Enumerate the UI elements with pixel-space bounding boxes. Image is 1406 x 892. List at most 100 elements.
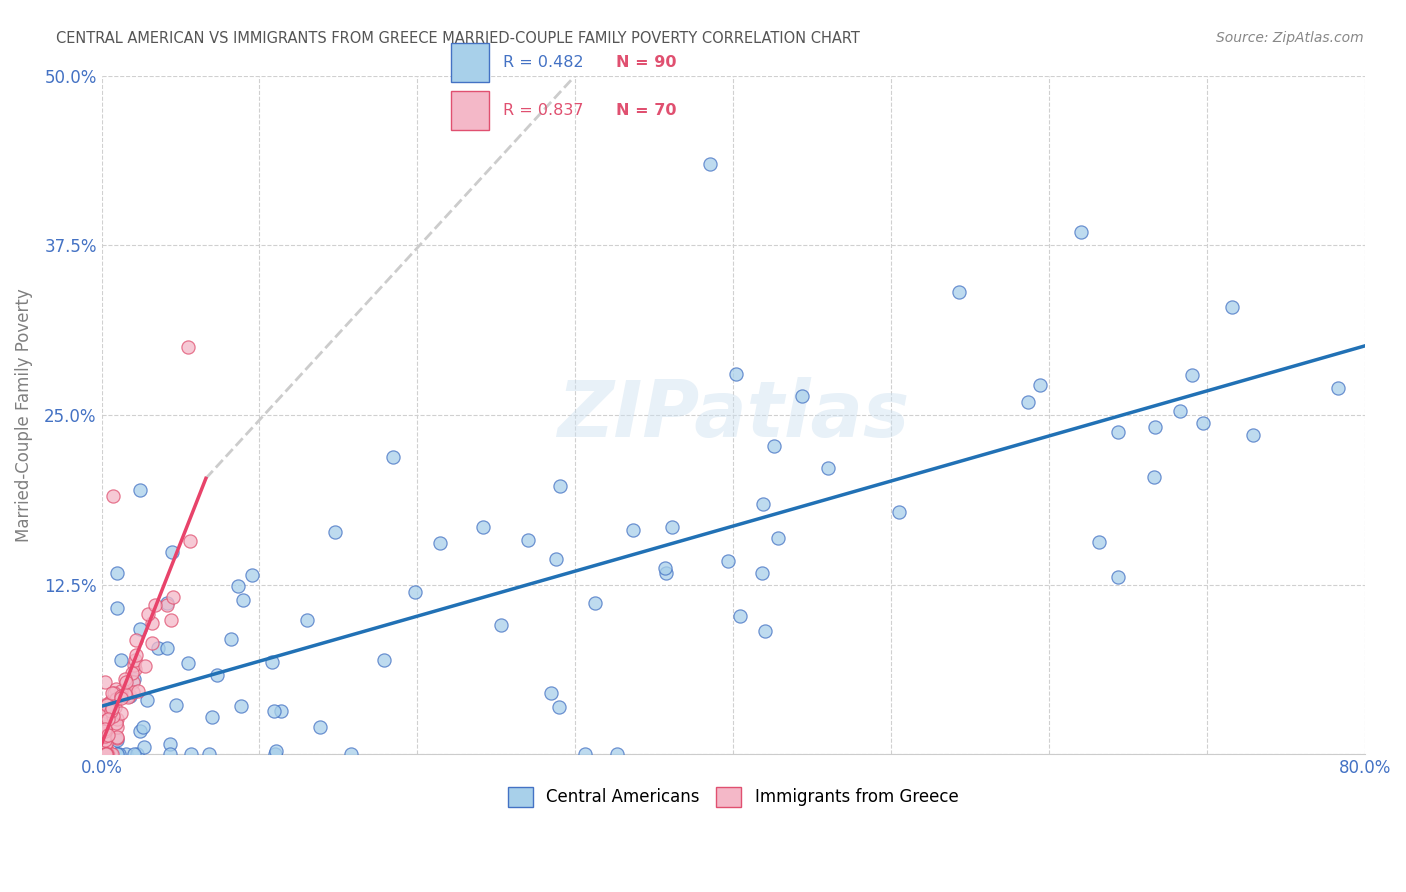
Point xyxy=(105,712,128,726)
Point xyxy=(105,733,128,747)
Point xyxy=(94,736,117,750)
Point xyxy=(177,657,200,671)
Point xyxy=(1088,535,1111,549)
Bar xyxy=(451,43,489,82)
Point xyxy=(1327,381,1350,395)
Point xyxy=(297,613,319,627)
Point xyxy=(263,747,285,762)
Point xyxy=(94,723,117,737)
Point xyxy=(162,545,184,559)
Point xyxy=(1192,416,1215,430)
Point xyxy=(105,730,128,744)
Point xyxy=(94,675,117,690)
Point xyxy=(114,675,136,690)
Point xyxy=(94,722,117,736)
Point xyxy=(101,686,124,700)
Point xyxy=(404,585,426,599)
Point xyxy=(724,368,747,382)
Point xyxy=(159,737,181,751)
Point xyxy=(135,693,157,707)
Point xyxy=(141,635,163,649)
Point xyxy=(574,747,596,762)
Point xyxy=(132,720,155,734)
Point xyxy=(143,598,166,612)
Point xyxy=(162,590,184,604)
Point xyxy=(101,489,124,503)
Bar xyxy=(451,91,489,130)
Point xyxy=(129,622,152,636)
Point xyxy=(96,704,118,718)
Point xyxy=(654,561,676,575)
Point xyxy=(180,747,202,762)
Point xyxy=(103,709,125,723)
Point xyxy=(699,157,721,171)
Point xyxy=(94,729,117,743)
Point xyxy=(1107,569,1129,583)
Point xyxy=(165,698,187,712)
Point xyxy=(94,747,117,762)
Text: N = 70: N = 70 xyxy=(616,103,676,118)
Point xyxy=(100,694,122,708)
Point xyxy=(156,640,179,655)
Point xyxy=(260,656,283,670)
Point xyxy=(110,652,132,666)
Point xyxy=(97,728,120,742)
Point xyxy=(948,285,970,300)
Point xyxy=(546,551,568,566)
Point xyxy=(114,688,136,702)
Point xyxy=(100,700,122,714)
Point xyxy=(373,653,395,667)
Point xyxy=(134,658,156,673)
Point xyxy=(1070,225,1092,239)
Point xyxy=(125,632,148,647)
Point xyxy=(583,596,606,610)
Point xyxy=(232,593,254,607)
Point xyxy=(121,665,143,680)
Point xyxy=(661,519,683,533)
Point xyxy=(108,747,131,762)
Point xyxy=(156,598,179,612)
Point xyxy=(100,705,122,719)
Point xyxy=(323,524,346,539)
Point xyxy=(122,684,145,698)
Point xyxy=(517,533,540,548)
Point xyxy=(768,531,790,545)
Point xyxy=(229,698,252,713)
Point xyxy=(94,723,117,738)
Point xyxy=(197,747,219,762)
Text: R = 0.837: R = 0.837 xyxy=(503,103,583,118)
Point xyxy=(94,739,117,754)
Point xyxy=(429,536,451,550)
Point xyxy=(105,566,128,580)
Point xyxy=(94,719,117,733)
Point xyxy=(240,567,263,582)
Point xyxy=(751,566,773,580)
Point xyxy=(105,692,128,706)
Point xyxy=(263,704,285,718)
Point xyxy=(1107,425,1129,439)
Point xyxy=(228,579,250,593)
Point xyxy=(94,747,117,762)
Point xyxy=(1029,378,1052,392)
Point xyxy=(96,697,118,711)
Point xyxy=(817,461,839,475)
Point xyxy=(94,730,117,744)
Point xyxy=(219,632,242,646)
Point xyxy=(104,682,127,697)
Point xyxy=(717,554,740,568)
Point xyxy=(179,533,201,548)
Point xyxy=(138,607,160,622)
Point xyxy=(159,613,181,627)
Point xyxy=(105,731,128,745)
Point xyxy=(156,596,179,610)
Point xyxy=(114,672,136,686)
Point xyxy=(122,658,145,673)
Point xyxy=(94,747,117,762)
Point xyxy=(730,609,752,624)
Point xyxy=(104,716,127,731)
Point xyxy=(264,744,287,758)
Point xyxy=(548,699,571,714)
Point xyxy=(105,601,128,615)
Point xyxy=(1017,394,1039,409)
Point xyxy=(124,653,146,667)
